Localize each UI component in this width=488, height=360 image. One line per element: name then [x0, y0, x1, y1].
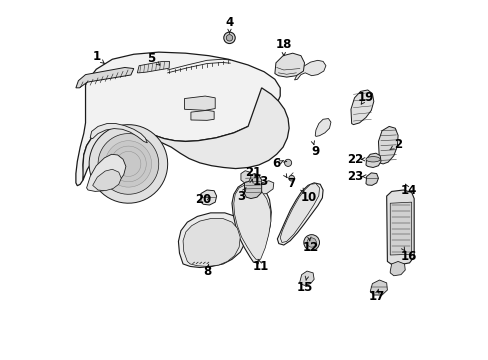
Text: 11: 11 [252, 260, 268, 273]
Text: 3: 3 [236, 190, 244, 203]
Text: 17: 17 [368, 289, 384, 303]
Polygon shape [98, 134, 159, 194]
Polygon shape [274, 53, 304, 77]
Polygon shape [350, 90, 373, 125]
Polygon shape [110, 146, 146, 182]
Polygon shape [365, 173, 378, 185]
Polygon shape [86, 154, 125, 192]
Polygon shape [389, 202, 411, 255]
Text: 10: 10 [300, 192, 316, 204]
Text: 15: 15 [296, 281, 312, 294]
Circle shape [288, 175, 294, 181]
Polygon shape [183, 219, 240, 266]
Text: 22: 22 [346, 153, 363, 166]
Polygon shape [315, 118, 330, 136]
Polygon shape [369, 280, 386, 295]
Polygon shape [299, 271, 313, 285]
Text: 1: 1 [92, 50, 100, 63]
Circle shape [306, 238, 316, 247]
Text: 13: 13 [252, 175, 268, 188]
Circle shape [284, 159, 291, 166]
Text: 4: 4 [225, 16, 233, 29]
Polygon shape [365, 153, 380, 167]
Polygon shape [294, 60, 325, 80]
Ellipse shape [365, 157, 380, 162]
Polygon shape [76, 52, 280, 186]
Polygon shape [116, 152, 141, 176]
Polygon shape [93, 169, 121, 191]
Polygon shape [241, 171, 250, 183]
Polygon shape [255, 181, 273, 194]
Polygon shape [378, 126, 397, 164]
Polygon shape [201, 190, 216, 205]
Polygon shape [89, 125, 167, 203]
Circle shape [224, 32, 235, 44]
Text: 9: 9 [311, 145, 320, 158]
Polygon shape [280, 184, 319, 243]
Text: 6: 6 [272, 157, 280, 170]
Polygon shape [244, 174, 261, 199]
Polygon shape [105, 141, 151, 187]
Polygon shape [231, 182, 271, 263]
Text: 14: 14 [400, 184, 416, 197]
Polygon shape [90, 123, 147, 143]
Polygon shape [389, 261, 405, 276]
Polygon shape [137, 62, 169, 73]
Polygon shape [190, 111, 214, 120]
Text: 18: 18 [275, 38, 291, 51]
Polygon shape [277, 183, 323, 245]
Circle shape [303, 235, 319, 250]
Text: 7: 7 [286, 177, 294, 190]
Polygon shape [76, 67, 134, 88]
Polygon shape [386, 190, 413, 265]
Text: 5: 5 [147, 52, 156, 65]
Text: 12: 12 [302, 241, 318, 255]
Text: 20: 20 [195, 193, 211, 206]
Polygon shape [178, 213, 246, 267]
Circle shape [226, 35, 232, 41]
Text: 8: 8 [203, 265, 211, 278]
Text: 23: 23 [346, 170, 363, 183]
Text: 16: 16 [400, 250, 416, 263]
Polygon shape [184, 96, 215, 111]
Text: 21: 21 [245, 166, 261, 179]
Text: 2: 2 [393, 138, 401, 151]
Text: 19: 19 [357, 91, 373, 104]
Polygon shape [233, 184, 270, 259]
Polygon shape [83, 88, 288, 180]
